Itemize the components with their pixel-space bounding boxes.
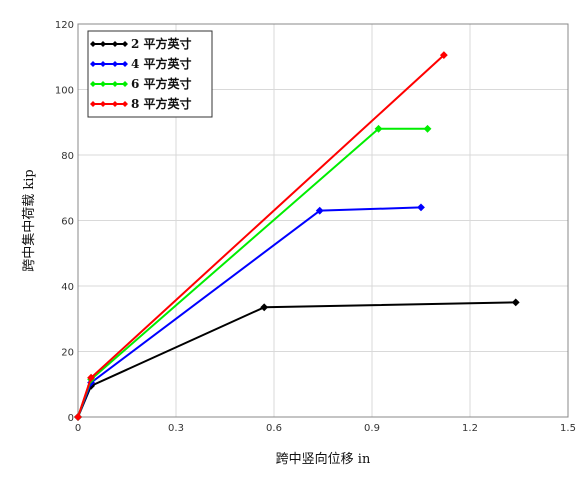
x-tick-label: 0.6 <box>266 423 282 434</box>
x-tick-label: 1.5 <box>560 423 576 434</box>
y-tick-label: 40 <box>61 282 74 293</box>
legend-marker <box>90 61 96 67</box>
legend-marker <box>112 41 118 47</box>
legend-marker <box>112 101 118 107</box>
legend-label: 8 平方英寸 <box>131 96 192 111</box>
x-tick-label: 0.3 <box>168 423 184 434</box>
y-tick-label: 20 <box>61 348 74 359</box>
legend-entry: 6 平方英寸 <box>90 76 192 91</box>
legend-marker <box>90 41 96 47</box>
series-4 <box>74 51 448 421</box>
legend-marker <box>100 61 106 67</box>
y-tick-label: 60 <box>61 217 74 228</box>
legend-marker <box>122 81 128 87</box>
legend-box <box>87 30 213 118</box>
data-point <box>74 413 82 421</box>
x-tick-label: 0.9 <box>364 423 380 434</box>
grid <box>78 24 568 417</box>
legend-marker <box>90 81 96 87</box>
data-point <box>423 124 432 133</box>
y-tick-label: 0 <box>68 413 74 424</box>
legend-marker <box>122 61 128 67</box>
legend-marker <box>100 81 106 87</box>
series-line <box>77 127 428 418</box>
legend-label: 2 平方英寸 <box>131 36 192 51</box>
axes <box>77 23 569 418</box>
data-point <box>439 51 448 60</box>
legend-label: 6 平方英寸 <box>131 76 192 91</box>
data-point <box>511 298 520 307</box>
y-tick-label: 80 <box>61 151 74 162</box>
legend-marker <box>122 101 128 107</box>
data-point <box>417 203 425 212</box>
series-line <box>77 206 422 418</box>
y-axis-title: 跨中集中荷载 kip <box>21 169 37 272</box>
data-point <box>87 373 95 382</box>
y-tick-label: 100 <box>55 86 74 97</box>
legend-label: 4 平方英寸 <box>131 56 192 71</box>
legend-marker <box>90 101 96 107</box>
x-axis-title: 跨中竖向位移 in <box>276 451 371 467</box>
plot-frame <box>77 23 569 418</box>
data-point <box>260 303 269 312</box>
data-point <box>374 124 383 133</box>
legend-entry: 4 平方英寸 <box>90 56 192 71</box>
legend-marker <box>112 61 118 67</box>
series-line <box>77 301 516 418</box>
y-tick-label: 120 <box>55 20 74 31</box>
legend-entry: 2 平方英寸 <box>90 36 192 51</box>
legend-marker <box>100 101 106 107</box>
legend-entry: 8 平方英寸 <box>90 96 192 111</box>
x-tick-label: 0 <box>75 423 81 434</box>
series-1 <box>74 298 520 421</box>
legend: 2 平方英寸 4 平方英寸 6 平方英寸 8 平方英寸 <box>87 30 213 118</box>
legend-marker <box>112 81 118 87</box>
x-tick-label: 1.2 <box>462 423 478 434</box>
data-point <box>315 206 324 215</box>
series <box>74 51 520 421</box>
series-3 <box>74 124 432 421</box>
legend-marker <box>100 41 106 47</box>
tick-labels: 0 0.3 0.6 0.9 1.2 1.5 0 20 40 60 80 100 120 <box>55 20 576 434</box>
legend-marker <box>122 41 128 47</box>
